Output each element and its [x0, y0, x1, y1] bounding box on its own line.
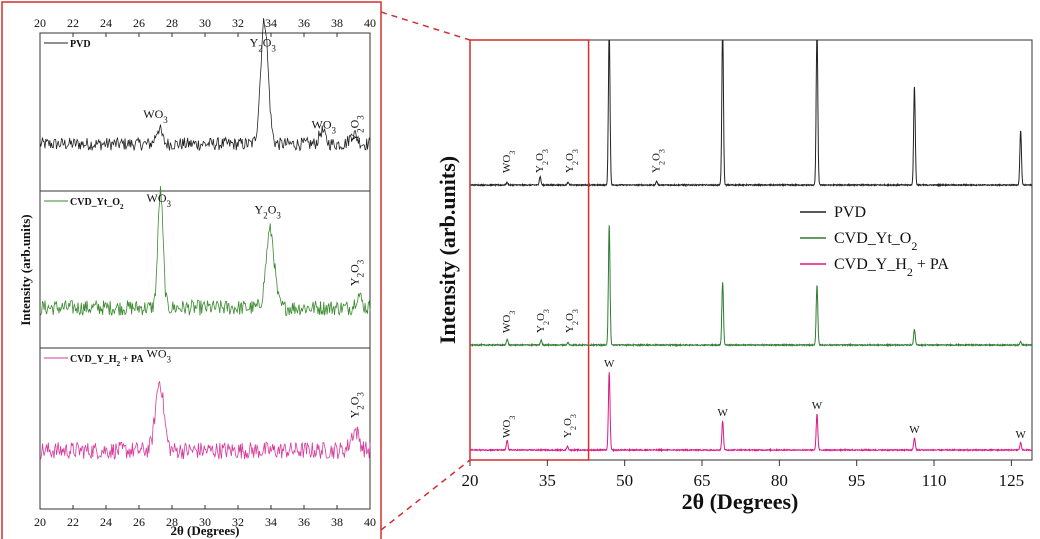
main-peak-label: Y2O3: [562, 414, 578, 438]
inset-x-axis-title: 2θ (Degrees): [171, 523, 240, 538]
inset-top-tick-label: 24: [100, 16, 112, 30]
inset-peak-label: Y2O3: [255, 203, 282, 221]
inset-peak-label: Y2O3: [347, 115, 365, 142]
main-x-tick-label: 95: [848, 471, 865, 490]
inset-top-tick-label: 34: [265, 16, 277, 30]
main-panel: WO3 Y2O3 Y2O3 Y2O3 WO3 Y2O3 Y2O3 WO3 Y2O3 W W W W W 20…: [435, 39, 1033, 514]
main-series-1: [470, 40, 1032, 188]
inset-trace-3: [39, 381, 371, 461]
inset-subpanel-frame: [39, 32, 371, 192]
main-x-tick-label: 125: [999, 471, 1025, 490]
inset-top-tick-label: 28: [166, 16, 178, 30]
inset-y-axis-title: Intensity (arb.units): [18, 214, 33, 325]
main-peak-label: WO3: [501, 311, 517, 333]
inset-top-tick-label: 38: [331, 16, 343, 30]
main-trace-2: [470, 225, 1032, 348]
main-x-tick-label: 110: [922, 471, 947, 490]
inset-top-tick-label: 22: [67, 16, 79, 30]
zoom-connector-top: [380, 11, 471, 41]
inset-top-tick-label: 30: [199, 16, 211, 30]
inset-bottom-tick-label: 32: [232, 515, 244, 529]
inset-subpanel-1: PVD WO3 Y2O3 WO3 Y2O3: [39, 18, 371, 192]
inset-bottom-tick-label: 38: [331, 515, 343, 529]
inset-peak-label: WO3: [143, 107, 168, 125]
main-trace-3: [470, 372, 1032, 453]
main-peak-label: W: [1015, 429, 1026, 441]
main-x-tick-label: 65: [694, 471, 711, 490]
inset-legend-text: PVD: [70, 39, 91, 50]
main-x-tick-label: 80: [771, 471, 788, 490]
inset-bottom-tick-label: 24: [100, 515, 112, 529]
inset-subpanel-2: CVD_Yt_O2 WO3 Y2O3 Y2O3: [39, 186, 371, 349]
main-peak-label: Y2O3: [564, 309, 580, 333]
inset-bottom-tick-label: 40: [364, 515, 376, 529]
inset-bottom-tick-label: 30: [199, 515, 211, 529]
main-series-3: [470, 372, 1032, 453]
main-legend: PVD CVD_Yt_O2 CVD_Y_H2 + PA: [800, 204, 949, 279]
inset-peak-label: WO3: [147, 346, 172, 364]
main-peak-label: W: [604, 358, 615, 370]
inset-peak-label: Y2O3: [250, 36, 277, 54]
inset-bottom-tick-label: 28: [166, 515, 178, 529]
main-peak-label: W: [909, 424, 920, 436]
main-legend-text: CVD_Yt_O2: [834, 230, 917, 253]
main-plot-frame: [469, 39, 1033, 461]
main-legend-text: PVD: [834, 204, 866, 221]
main-peak-label: Y2O3: [535, 309, 551, 333]
main-x-tick-label: 35: [539, 471, 556, 490]
inset-peak-label: Y2O3: [347, 259, 365, 286]
main-trace-1: [470, 40, 1032, 188]
inset-subpanel-3: CVD_Y_H2 + PA WO3 Y2O3: [39, 346, 371, 510]
inset-peak-label: WO3: [312, 117, 337, 135]
inset-legend-text: CVD_Y_H2 + PA: [70, 354, 144, 368]
main-x-tick-label: 50: [616, 471, 633, 490]
inset-subpanel-frame: [39, 190, 371, 349]
inset-top-tick-label: 32: [232, 16, 244, 30]
inset-peak-label: WO3: [147, 191, 172, 209]
inset-legend-text: CVD_Yt_O2: [70, 197, 124, 211]
main-x-axis-title: 2θ (Degrees): [682, 489, 799, 514]
main-peak-label: W: [717, 407, 728, 419]
inset-top-tick-label: 36: [298, 16, 310, 30]
main-legend-text: CVD_Y_H2 + PA: [834, 256, 949, 279]
main-peak-label: Y2O3: [564, 149, 580, 173]
zoom-connectors: [380, 11, 471, 531]
inset-subpanel-frame: [39, 347, 371, 510]
main-peak-label: WO3: [501, 416, 517, 438]
inset-bottom-tick-label: 26: [133, 515, 145, 529]
inset-peak-label: Y2O3: [347, 392, 365, 419]
zoom-frame: [1, 1, 382, 539]
inset-bottom-tick-label: 36: [298, 515, 310, 529]
inset-top-tick-label: 26: [133, 16, 145, 30]
inset-top-tick-label: 40: [364, 16, 376, 30]
inset-top-tick-label: 20: [34, 16, 46, 30]
inset-trace-2: [39, 186, 371, 316]
zoom-region-box: [469, 39, 590, 461]
main-y-axis-title: Intensity (arb.units): [435, 156, 460, 344]
main-peak-label: WO3: [501, 151, 517, 173]
main-series-2: [470, 225, 1032, 348]
inset-trace-1: [39, 18, 371, 152]
inset-bottom-tick-label: 34: [265, 515, 277, 529]
main-x-tick-label: 20: [462, 471, 479, 490]
main-peak-label: W: [812, 400, 823, 412]
inset-bottom-tick-label: 22: [67, 515, 79, 529]
zoom-connector-bottom: [380, 459, 471, 531]
main-peak-label: Y2O3: [534, 149, 550, 173]
inset-bottom-tick-label: 20: [34, 515, 46, 529]
main-peak-label: Y2O3: [651, 149, 667, 173]
